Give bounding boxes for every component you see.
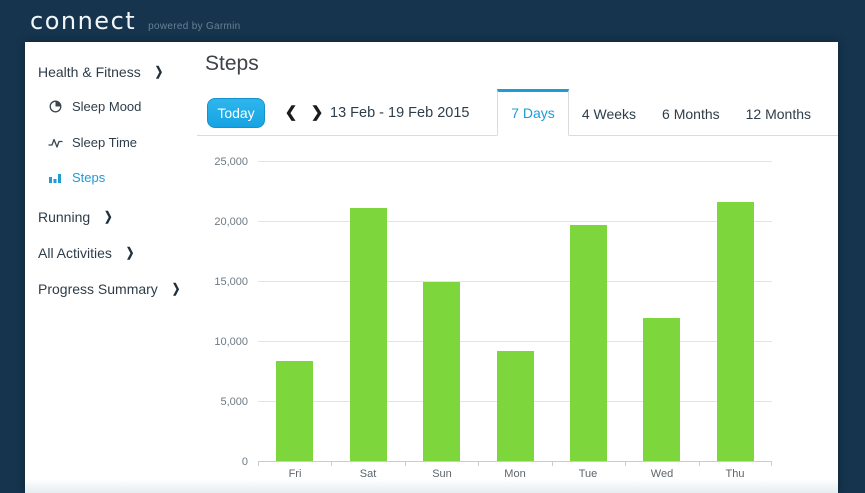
- sidebar-item-sleep-mood[interactable]: Sleep Mood: [48, 98, 141, 114]
- chevron-right-icon: ❯: [125, 246, 135, 260]
- sidebar-item-label: Steps: [72, 169, 106, 185]
- bar-sun: [423, 282, 460, 461]
- tab-6-months[interactable]: 6 Months: [649, 92, 733, 136]
- x-axis-tick: [331, 462, 332, 466]
- today-button[interactable]: Today: [207, 98, 265, 128]
- x-tick-label: Tue: [578, 468, 598, 480]
- steps-icon: [48, 170, 63, 185]
- period-tabs: 7 Days 4 Weeks 6 Months 12 Months: [497, 89, 824, 136]
- y-tick-label: 15,000: [214, 276, 248, 288]
- bar-wed: [643, 318, 680, 461]
- bar-mon: [497, 351, 534, 461]
- sidebar-item-all-activities[interactable]: All Activities ❯: [38, 244, 134, 262]
- y-tick-label: 0: [241, 456, 248, 468]
- y-tick-label: 25,000: [214, 156, 248, 168]
- bar-tue: [570, 225, 607, 461]
- x-axis-tick: [699, 462, 700, 466]
- x-axis-tick: [405, 462, 406, 466]
- x-tick-label: Thu: [725, 468, 745, 480]
- x-axis-labels: Fri Sat Sun Mon Tue Wed Thu: [258, 468, 772, 484]
- x-axis-tick: [771, 462, 772, 466]
- sleep-time-icon: [48, 135, 63, 150]
- y-tick-label: 20,000: [214, 216, 248, 228]
- tab-4-weeks[interactable]: 4 Weeks: [569, 92, 649, 136]
- y-axis-labels: 0 5,000 10,000 15,000 20,000 25,000: [190, 156, 248, 468]
- y-tick-label: 10,000: [214, 336, 248, 348]
- x-axis-tick: [552, 462, 553, 466]
- sidebar-item-label: Progress Summary: [38, 281, 158, 297]
- previous-period-button[interactable]: ❮: [281, 102, 301, 124]
- date-range-label: 13 Feb - 19 Feb 2015: [330, 105, 470, 121]
- sidebar-item-sleep-time[interactable]: Sleep Time: [48, 134, 137, 150]
- app-header: connect powered by Garmin: [0, 0, 865, 42]
- plot-area: [258, 161, 772, 466]
- next-period-button[interactable]: ❯: [307, 102, 327, 124]
- chevron-right-icon: ❯: [171, 282, 181, 296]
- connect-logo: connect: [30, 7, 137, 35]
- bar-thu: [717, 202, 754, 461]
- x-tick-label: Mon: [504, 468, 526, 480]
- content-panel: Health & Fitness ❯ Sleep Mood Sleep Time: [25, 42, 838, 493]
- sidebar-item-label: Health & Fitness: [38, 64, 141, 80]
- tab-7-days[interactable]: 7 Days: [497, 89, 569, 136]
- x-axis-tick: [258, 462, 259, 466]
- gridline: [258, 161, 772, 162]
- steps-bar-chart: 0 5,000 10,000 15,000 20,000 25,000 Fri Sat Sun…: [190, 156, 780, 492]
- sidebar-item-label: Running: [38, 209, 91, 225]
- bar-sat: [350, 208, 387, 461]
- y-tick-label: 5,000: [220, 396, 248, 408]
- gridline: [258, 281, 772, 282]
- sidebar-item-progress-summary[interactable]: Progress Summary ❯: [38, 280, 180, 298]
- sleep-mood-icon: [48, 99, 63, 114]
- chart-controls-row: Today ❮ ❯ 13 Feb - 19 Feb 2015 7 Days 4 …: [197, 89, 838, 136]
- sidebar-item-label: Sleep Time: [72, 134, 138, 150]
- gridline: [258, 221, 772, 222]
- x-axis-tick: [478, 462, 479, 466]
- x-tick-label: Fri: [288, 468, 302, 480]
- sidebar-item-running[interactable]: Running ❯: [38, 208, 113, 226]
- sidebar-item-label: Sleep Mood: [72, 98, 142, 114]
- chevron-right-icon: ❯: [104, 210, 113, 224]
- chevron-right-icon: ❯: [154, 65, 164, 79]
- sidebar-item-health-fitness[interactable]: Health & Fitness ❯: [38, 63, 163, 81]
- x-axis-tick: [625, 462, 626, 466]
- logo-group: connect powered by Garmin: [30, 7, 241, 35]
- gridline: [258, 341, 772, 342]
- tab-12-months[interactable]: 12 Months: [733, 92, 824, 136]
- page-title: Steps: [205, 52, 259, 75]
- x-tick-label: Sun: [432, 468, 452, 480]
- powered-by-garmin-label: powered by Garmin: [148, 21, 241, 32]
- x-tick-label: Sat: [359, 468, 377, 480]
- sidebar-item-label: All Activities: [38, 245, 112, 261]
- bar-fri: [276, 361, 313, 461]
- sidebar-item-steps[interactable]: Steps: [48, 169, 105, 185]
- x-tick-label: Wed: [650, 468, 674, 480]
